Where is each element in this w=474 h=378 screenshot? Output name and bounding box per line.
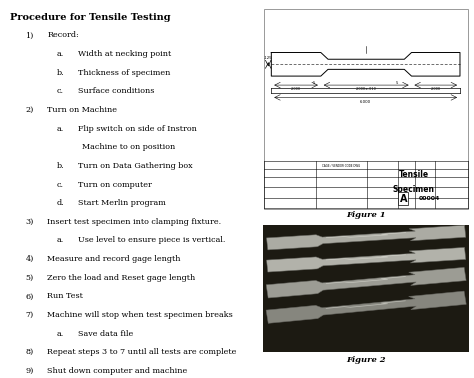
Text: 4): 4) [26,255,34,263]
Text: Save data file: Save data file [78,330,134,338]
Text: 5): 5) [26,274,34,282]
Text: Zero the load and Reset gage length: Zero the load and Reset gage length [47,274,196,282]
Text: 7): 7) [26,311,34,319]
Text: b.: b. [56,162,64,170]
Text: Machine to on position: Machine to on position [82,143,175,151]
Text: Repeat steps 3 to 7 until all tests are complete: Repeat steps 3 to 7 until all tests are … [47,348,237,356]
Text: Shut down computer and machine: Shut down computer and machine [47,367,188,375]
Text: Width at necking point: Width at necking point [78,50,172,58]
Text: Surface conditions: Surface conditions [78,87,155,95]
Text: Turn on Data Gathering box: Turn on Data Gathering box [78,162,193,170]
Text: 2.000: 2.000 [291,87,301,91]
Text: c.: c. [56,87,64,95]
Text: 2): 2) [26,106,34,114]
Text: d.: d. [56,199,64,207]
Text: Start Merlin program: Start Merlin program [78,199,166,207]
Polygon shape [266,248,466,272]
Text: 2.000±.010: 2.000±.010 [356,87,377,91]
Text: 1): 1) [26,31,34,39]
Polygon shape [266,267,466,298]
Text: Insert test specimen into clamping fixture.: Insert test specimen into clamping fixtu… [47,218,221,226]
Text: 9): 9) [26,367,34,375]
Text: Use level to ensure piece is vertical.: Use level to ensure piece is vertical. [78,236,226,245]
Text: a.: a. [56,50,64,58]
Text: 00004: 00004 [419,196,440,201]
Text: Flip switch on side of Instron: Flip switch on side of Instron [78,125,197,133]
Text: Procedure for Tensile Testing: Procedure for Tensile Testing [10,13,171,22]
Text: Thickness of specimen: Thickness of specimen [78,69,171,77]
Text: A: A [400,194,407,204]
Polygon shape [266,225,466,250]
Text: Turn on Machine: Turn on Machine [47,106,118,114]
Text: 2.000: 2.000 [431,87,441,91]
Text: b.: b. [56,69,64,77]
Text: Figure 2: Figure 2 [346,356,386,364]
Text: .5: .5 [395,81,399,85]
Text: .5: .5 [313,81,316,85]
Text: Measure and record gage length: Measure and record gage length [47,255,181,263]
Text: 6): 6) [26,292,34,301]
Text: Specimen: Specimen [392,184,435,194]
Text: 3): 3) [26,218,34,226]
Text: 8): 8) [26,348,34,356]
Text: Turn on computer: Turn on computer [78,181,152,189]
Text: a.: a. [56,236,64,245]
Text: a.: a. [56,125,64,133]
Text: a.: a. [56,330,64,338]
Text: c.: c. [56,181,64,189]
Text: Run Test: Run Test [47,292,83,301]
Polygon shape [266,291,466,323]
Text: CAGE / VENDOR CODE DWG: CAGE / VENDOR CODE DWG [322,164,361,167]
Text: Record:: Record: [47,31,79,39]
Text: Machine will stop when test specimen breaks: Machine will stop when test specimen bre… [47,311,233,319]
Text: Tensile: Tensile [399,169,428,178]
Text: Figure 1: Figure 1 [346,211,386,219]
Text: 6.000: 6.000 [360,100,371,104]
Text: .125: .125 [264,56,273,60]
